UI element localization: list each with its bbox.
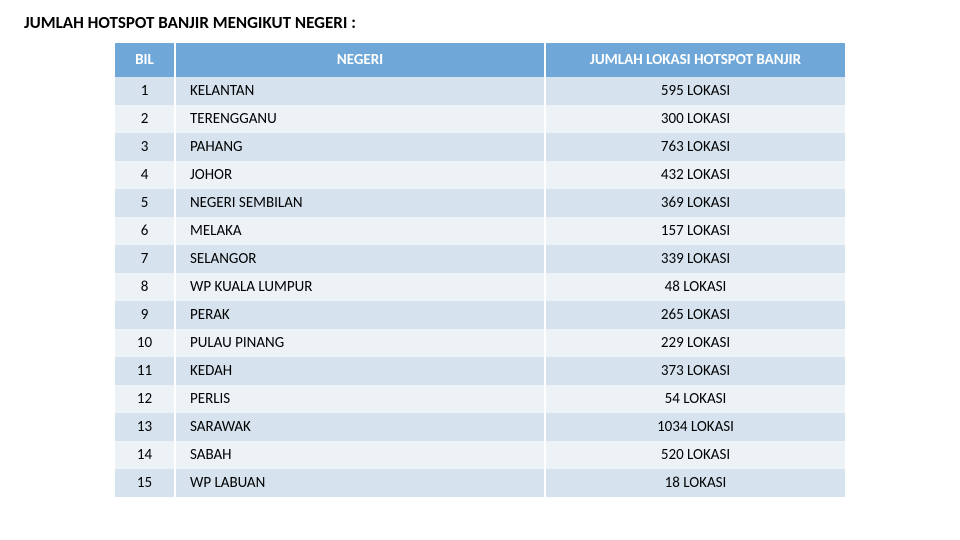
- cell-bil: 8: [115, 273, 175, 301]
- cell-bil: 11: [115, 357, 175, 385]
- cell-bil: 15: [115, 469, 175, 497]
- col-header-bil: BIL: [115, 43, 175, 77]
- cell-jumlah: 369 LOKASI: [545, 189, 845, 217]
- cell-negeri: PAHANG: [175, 133, 545, 161]
- hotspot-table: BIL NEGERI JUMLAH LOKASI HOTSPOT BANJIR …: [115, 43, 845, 497]
- table-body: 1KELANTAN595 LOKASI2TERENGGANU300 LOKASI…: [115, 77, 845, 497]
- cell-negeri: PERLIS: [175, 385, 545, 413]
- cell-negeri: PERAK: [175, 301, 545, 329]
- cell-negeri: SARAWAK: [175, 413, 545, 441]
- cell-bil: 4: [115, 161, 175, 189]
- cell-jumlah: 595 LOKASI: [545, 77, 845, 105]
- cell-negeri: WP KUALA LUMPUR: [175, 273, 545, 301]
- cell-negeri: PULAU PINANG: [175, 329, 545, 357]
- table-container: BIL NEGERI JUMLAH LOKASI HOTSPOT BANJIR …: [20, 43, 940, 497]
- cell-jumlah: 763 LOKASI: [545, 133, 845, 161]
- cell-jumlah: 520 LOKASI: [545, 441, 845, 469]
- cell-jumlah: 229 LOKASI: [545, 329, 845, 357]
- cell-bil: 5: [115, 189, 175, 217]
- cell-bil: 13: [115, 413, 175, 441]
- table-row: 1KELANTAN595 LOKASI: [115, 77, 845, 105]
- table-row: 15WP LABUAN18 LOKASI: [115, 469, 845, 497]
- table-row: 14SABAH520 LOKASI: [115, 441, 845, 469]
- table-row: 4JOHOR432 LOKASI: [115, 161, 845, 189]
- cell-negeri: WP LABUAN: [175, 469, 545, 497]
- table-row: 2TERENGGANU300 LOKASI: [115, 105, 845, 133]
- cell-bil: 6: [115, 217, 175, 245]
- table-header-row: BIL NEGERI JUMLAH LOKASI HOTSPOT BANJIR: [115, 43, 845, 77]
- col-header-jumlah: JUMLAH LOKASI HOTSPOT BANJIR: [545, 43, 845, 77]
- cell-jumlah: 18 LOKASI: [545, 469, 845, 497]
- cell-negeri: NEGERI SEMBILAN: [175, 189, 545, 217]
- cell-jumlah: 48 LOKASI: [545, 273, 845, 301]
- cell-negeri: KEDAH: [175, 357, 545, 385]
- cell-bil: 7: [115, 245, 175, 273]
- cell-jumlah: 373 LOKASI: [545, 357, 845, 385]
- table-row: 11KEDAH373 LOKASI: [115, 357, 845, 385]
- table-row: 6MELAKA157 LOKASI: [115, 217, 845, 245]
- cell-negeri: KELANTAN: [175, 77, 545, 105]
- cell-negeri: MELAKA: [175, 217, 545, 245]
- cell-bil: 12: [115, 385, 175, 413]
- cell-jumlah: 157 LOKASI: [545, 217, 845, 245]
- table-row: 9PERAK265 LOKASI: [115, 301, 845, 329]
- cell-negeri: TERENGGANU: [175, 105, 545, 133]
- cell-jumlah: 54 LOKASI: [545, 385, 845, 413]
- cell-bil: 9: [115, 301, 175, 329]
- table-row: 10PULAU PINANG229 LOKASI: [115, 329, 845, 357]
- col-header-negeri: NEGERI: [175, 43, 545, 77]
- cell-negeri: SELANGOR: [175, 245, 545, 273]
- cell-jumlah: 1034 LOKASI: [545, 413, 845, 441]
- table-row: 8WP KUALA LUMPUR48 LOKASI: [115, 273, 845, 301]
- cell-bil: 14: [115, 441, 175, 469]
- cell-bil: 2: [115, 105, 175, 133]
- table-row: 7SELANGOR339 LOKASI: [115, 245, 845, 273]
- cell-bil: 1: [115, 77, 175, 105]
- cell-jumlah: 265 LOKASI: [545, 301, 845, 329]
- page-title: JUMLAH HOTSPOT BANJIR MENGIKUT NEGERI :: [24, 12, 940, 33]
- cell-jumlah: 432 LOKASI: [545, 161, 845, 189]
- cell-negeri: SABAH: [175, 441, 545, 469]
- cell-jumlah: 300 LOKASI: [545, 105, 845, 133]
- table-row: 13SARAWAK1034 LOKASI: [115, 413, 845, 441]
- table-row: 5NEGERI SEMBILAN369 LOKASI: [115, 189, 845, 217]
- cell-jumlah: 339 LOKASI: [545, 245, 845, 273]
- table-row: 12PERLIS54 LOKASI: [115, 385, 845, 413]
- table-row: 3PAHANG763 LOKASI: [115, 133, 845, 161]
- cell-bil: 10: [115, 329, 175, 357]
- cell-bil: 3: [115, 133, 175, 161]
- cell-negeri: JOHOR: [175, 161, 545, 189]
